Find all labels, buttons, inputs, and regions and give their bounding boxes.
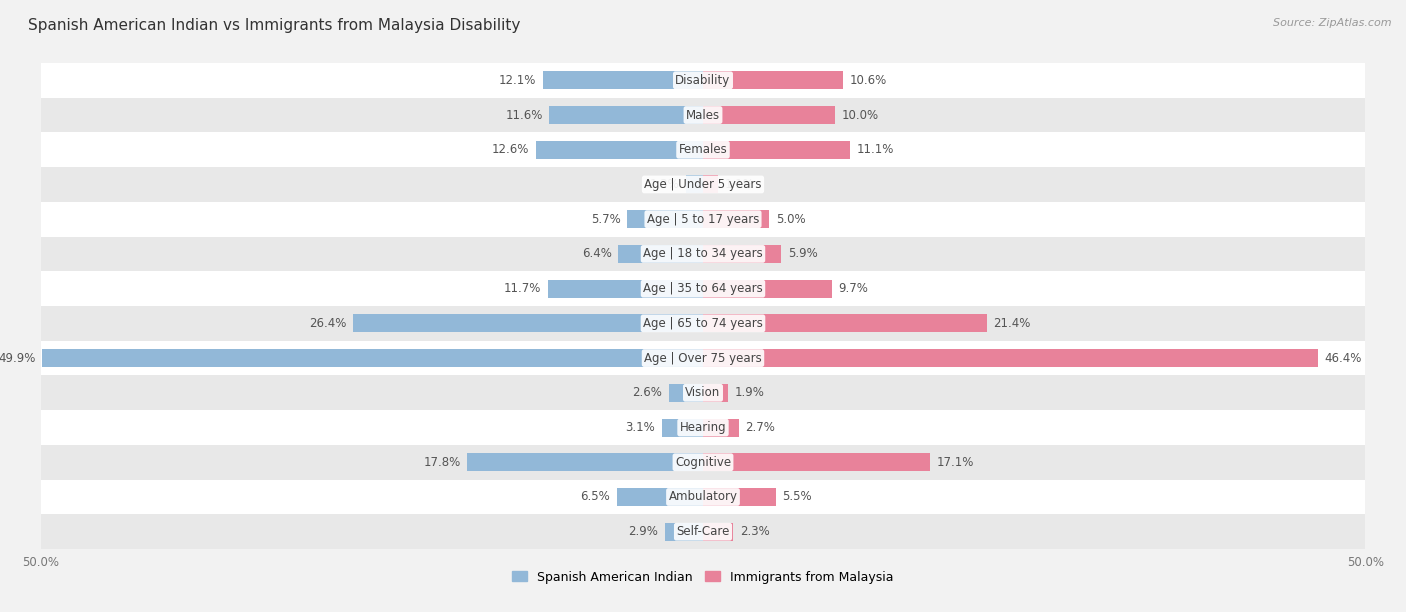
- Text: Age | Under 5 years: Age | Under 5 years: [644, 178, 762, 191]
- Bar: [41, 375, 1365, 410]
- Bar: [703, 71, 844, 89]
- Text: Age | 35 to 64 years: Age | 35 to 64 years: [643, 282, 763, 295]
- Bar: [536, 141, 703, 159]
- Bar: [41, 167, 1365, 202]
- Text: Ambulatory: Ambulatory: [668, 490, 738, 504]
- Bar: [41, 306, 1365, 341]
- Text: 17.8%: 17.8%: [423, 456, 461, 469]
- Text: Age | 5 to 17 years: Age | 5 to 17 years: [647, 213, 759, 226]
- Text: Females: Females: [679, 143, 727, 156]
- Bar: [686, 176, 703, 193]
- Text: Self-Care: Self-Care: [676, 525, 730, 538]
- Bar: [619, 245, 703, 263]
- Text: 21.4%: 21.4%: [993, 317, 1031, 330]
- Bar: [703, 523, 734, 541]
- Bar: [41, 202, 1365, 237]
- Text: 46.4%: 46.4%: [1324, 351, 1362, 365]
- Bar: [550, 106, 703, 124]
- Bar: [703, 210, 769, 228]
- Text: 17.1%: 17.1%: [936, 456, 973, 469]
- Bar: [41, 237, 1365, 271]
- Text: 5.0%: 5.0%: [776, 213, 806, 226]
- Text: 9.7%: 9.7%: [838, 282, 868, 295]
- Text: 2.9%: 2.9%: [628, 525, 658, 538]
- Bar: [703, 488, 776, 506]
- Text: Hearing: Hearing: [679, 421, 727, 434]
- Bar: [41, 271, 1365, 306]
- Bar: [41, 514, 1365, 549]
- Text: 6.4%: 6.4%: [582, 247, 612, 261]
- Text: 10.0%: 10.0%: [842, 108, 879, 122]
- Bar: [41, 132, 1365, 167]
- Text: Spanish American Indian vs Immigrants from Malaysia Disability: Spanish American Indian vs Immigrants fr…: [28, 18, 520, 34]
- Text: Source: ZipAtlas.com: Source: ZipAtlas.com: [1274, 18, 1392, 28]
- Text: 12.1%: 12.1%: [499, 74, 536, 87]
- Text: Age | 18 to 34 years: Age | 18 to 34 years: [643, 247, 763, 261]
- Bar: [703, 280, 831, 297]
- Bar: [703, 453, 929, 471]
- Bar: [617, 488, 703, 506]
- Text: 26.4%: 26.4%: [309, 317, 347, 330]
- Bar: [41, 98, 1365, 132]
- Bar: [703, 141, 851, 159]
- Bar: [41, 445, 1365, 480]
- Text: 11.7%: 11.7%: [503, 282, 541, 295]
- Text: 5.9%: 5.9%: [787, 247, 817, 261]
- Text: Males: Males: [686, 108, 720, 122]
- Bar: [703, 245, 782, 263]
- Bar: [467, 453, 703, 471]
- Text: 2.6%: 2.6%: [633, 386, 662, 399]
- Text: 2.7%: 2.7%: [745, 421, 775, 434]
- Bar: [662, 419, 703, 436]
- Bar: [669, 384, 703, 402]
- Text: Age | Over 75 years: Age | Over 75 years: [644, 351, 762, 365]
- Text: 12.6%: 12.6%: [492, 143, 530, 156]
- Bar: [703, 106, 835, 124]
- Text: Disability: Disability: [675, 74, 731, 87]
- Text: 11.6%: 11.6%: [505, 108, 543, 122]
- Text: 1.1%: 1.1%: [724, 178, 754, 191]
- Bar: [703, 349, 1317, 367]
- Bar: [42, 349, 703, 367]
- Text: 10.6%: 10.6%: [851, 74, 887, 87]
- Bar: [41, 63, 1365, 98]
- Bar: [548, 280, 703, 297]
- Text: 49.9%: 49.9%: [0, 351, 35, 365]
- Text: 5.7%: 5.7%: [591, 213, 621, 226]
- Text: 3.1%: 3.1%: [626, 421, 655, 434]
- Bar: [703, 315, 987, 332]
- Text: 1.3%: 1.3%: [650, 178, 679, 191]
- Bar: [353, 315, 703, 332]
- Bar: [703, 419, 738, 436]
- Text: 2.3%: 2.3%: [740, 525, 770, 538]
- Text: 6.5%: 6.5%: [581, 490, 610, 504]
- Bar: [41, 480, 1365, 514]
- Text: Age | 65 to 74 years: Age | 65 to 74 years: [643, 317, 763, 330]
- Legend: Spanish American Indian, Immigrants from Malaysia: Spanish American Indian, Immigrants from…: [508, 565, 898, 589]
- Bar: [627, 210, 703, 228]
- Bar: [703, 384, 728, 402]
- Bar: [41, 410, 1365, 445]
- Text: 11.1%: 11.1%: [856, 143, 894, 156]
- Text: Vision: Vision: [685, 386, 721, 399]
- Text: Cognitive: Cognitive: [675, 456, 731, 469]
- Bar: [665, 523, 703, 541]
- Text: 1.9%: 1.9%: [735, 386, 765, 399]
- Bar: [703, 176, 717, 193]
- Text: 5.5%: 5.5%: [783, 490, 813, 504]
- Bar: [41, 341, 1365, 375]
- Bar: [543, 71, 703, 89]
